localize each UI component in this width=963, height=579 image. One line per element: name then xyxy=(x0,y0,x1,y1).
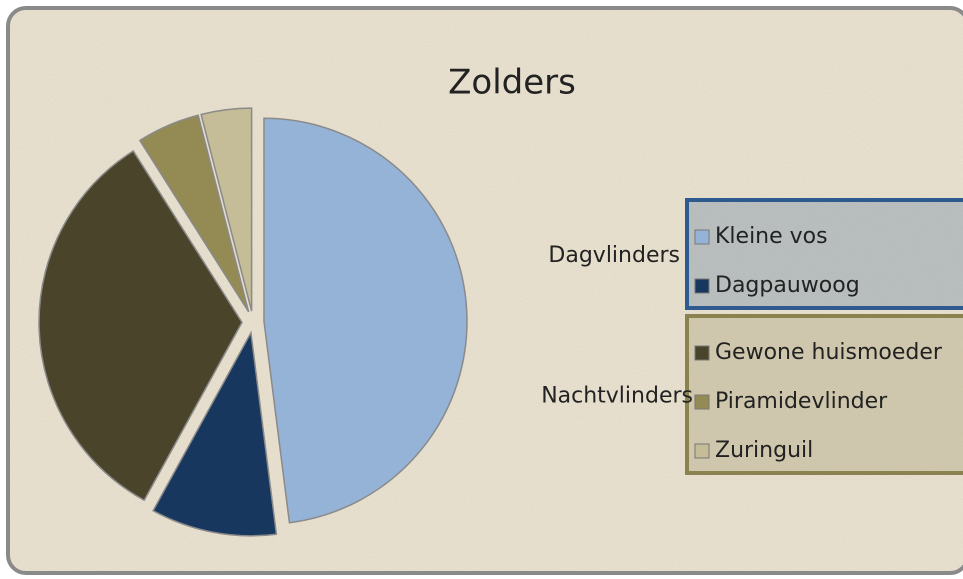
legend-label: Kleine vos xyxy=(715,224,828,249)
chart-title: Zolders xyxy=(448,63,576,103)
legend-group-box xyxy=(685,198,963,310)
legend-group-label: Dagvlinders xyxy=(548,243,680,268)
legend-swatch xyxy=(694,345,710,361)
legend-swatch xyxy=(694,278,710,294)
legend-group-box xyxy=(685,314,963,475)
pie-slice xyxy=(152,330,278,537)
pie xyxy=(38,107,468,537)
legend-label: Zuringuil xyxy=(715,438,813,463)
legend-swatch xyxy=(694,229,710,245)
legend-swatch xyxy=(694,394,710,410)
pie-slice xyxy=(138,114,250,313)
legend-label: Dagpauwoog xyxy=(715,273,860,298)
pie-slice xyxy=(263,117,468,524)
legend-label: Gewone huismoeder xyxy=(715,340,943,365)
legend-group-label: Nachtvlinders xyxy=(541,384,693,409)
legend-swatch xyxy=(694,443,710,459)
pie-slice xyxy=(200,107,253,312)
legend: Dagvlinders Kleine vos Dagpauwoog Nachtvlin… xyxy=(541,198,963,475)
legend-label: Piramidevlinder xyxy=(715,389,888,414)
pie-slice xyxy=(38,149,243,502)
